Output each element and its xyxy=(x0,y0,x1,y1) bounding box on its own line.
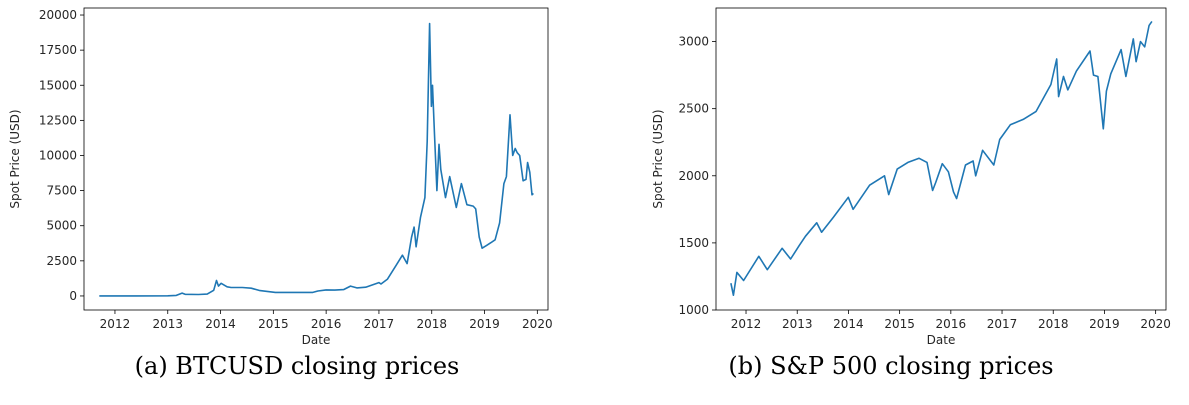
x-tick-label: 2015 xyxy=(258,317,289,331)
y-tick-label: 2500 xyxy=(46,254,77,268)
btcusd-chart: 2012 2013 2014 2015 2016 2017 2018 2019 2020 0 250… xyxy=(8,7,553,345)
x-tick-label: 2012 xyxy=(100,317,131,331)
series-line-0 xyxy=(99,22,534,297)
y-tick-label: 10000 xyxy=(39,148,77,162)
x-tick-label: 2014 xyxy=(833,317,864,331)
panel-btcusd: 2012 2013 2014 2015 2016 2017 2018 2019 2020 0 250… xyxy=(0,0,594,405)
x-tick-label: 2017 xyxy=(364,317,395,331)
y-tick-label: 2500 xyxy=(678,102,709,116)
y-axis-label: Spot Price (USD) xyxy=(651,109,665,208)
x-tick-label: 2019 xyxy=(1089,317,1120,331)
x-tick-label: 2015 xyxy=(884,317,915,331)
x-tick-label: 2020 xyxy=(522,317,553,331)
x-tick-label: 2020 xyxy=(1140,317,1171,331)
x-tick-label: 2013 xyxy=(152,317,183,331)
y-tick-label: 2000 xyxy=(678,169,709,183)
y-tick-label: 3000 xyxy=(678,35,709,49)
y-tick-label: 7500 xyxy=(46,184,77,198)
x-tick-label: 2012 xyxy=(731,317,762,331)
caption-sp500: (b) S&P 500 closing prices xyxy=(728,352,1054,380)
y-tick-label: 17500 xyxy=(39,43,77,57)
x-axis-label: Date xyxy=(927,333,956,345)
x-tick-label: 2016 xyxy=(311,317,342,331)
y-tick-label: 20000 xyxy=(39,8,77,22)
x-tick-label: 2017 xyxy=(987,317,1018,331)
series-line-0 xyxy=(730,20,1153,297)
plot-frame xyxy=(83,7,549,311)
sp500-chart: 2012 2013 2014 2015 2016 2017 2018 2019 2020 1000… xyxy=(651,7,1171,345)
x-tick-label: 2018 xyxy=(416,317,447,331)
x-tick-label: 2013 xyxy=(782,317,813,331)
x-axis-label: Date xyxy=(302,333,331,345)
x-tick-label: 2016 xyxy=(936,317,967,331)
y-axis-label: Spot Price (USD) xyxy=(8,109,22,208)
x-tick-label: 2019 xyxy=(469,317,500,331)
x-tick-label: 2018 xyxy=(1038,317,1069,331)
y-tick-label: 0 xyxy=(69,289,77,303)
y-tick-label: 12500 xyxy=(39,113,77,127)
panel-sp500: 2012 2013 2014 2015 2016 2017 2018 2019 2020 1000… xyxy=(594,0,1188,405)
y-tick-label: 1000 xyxy=(678,303,709,317)
caption-btcusd: (a) BTCUSD closing prices xyxy=(134,352,460,380)
plot-frame xyxy=(715,7,1167,311)
y-tick-label: 1500 xyxy=(678,236,709,250)
x-tick-label: 2014 xyxy=(205,317,236,331)
y-tick-label: 15000 xyxy=(39,78,77,92)
y-tick-label: 5000 xyxy=(46,219,77,233)
